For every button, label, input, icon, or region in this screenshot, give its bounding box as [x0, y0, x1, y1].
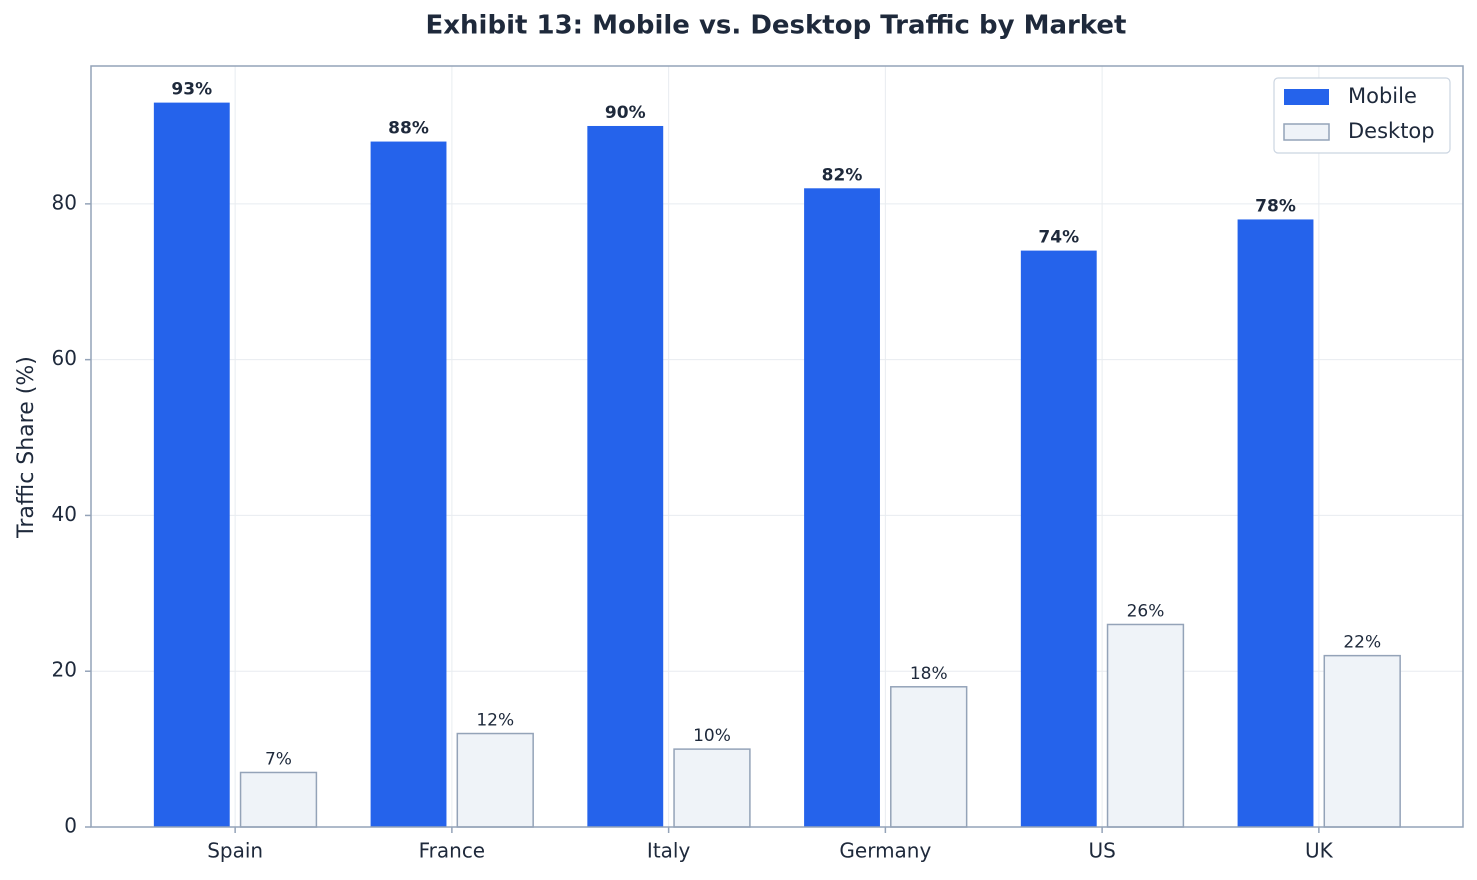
x-tick-label: Germany: [839, 839, 931, 863]
legend-label: Desktop: [1348, 119, 1435, 143]
x-tick-label: US: [1088, 839, 1115, 863]
value-label: 82%: [822, 165, 863, 185]
value-label: 22%: [1343, 633, 1381, 653]
y-tick-label: 40: [52, 502, 77, 526]
bar: [673, 748, 751, 828]
value-label: 7%: [265, 749, 292, 769]
x-tick-label: Italy: [647, 839, 691, 863]
value-label: 10%: [693, 726, 731, 746]
bar: [153, 102, 230, 827]
bar: [1237, 219, 1314, 827]
bar: [1106, 623, 1185, 828]
y-tick-label: 0: [64, 814, 77, 838]
value-label: 78%: [1255, 196, 1296, 216]
value-label: 74%: [1038, 228, 1079, 248]
x-tick-label: UK: [1305, 839, 1334, 863]
value-label: 18%: [910, 664, 948, 684]
bar: [587, 125, 664, 828]
y-axis-label: Traffic Share (%): [14, 356, 39, 539]
chart-title: Exhibit 13: Mobile vs. Desktop Traffic b…: [426, 11, 1127, 41]
bar: [804, 188, 880, 827]
legend-label: Mobile: [1348, 84, 1417, 108]
bar: [890, 686, 968, 828]
bar: [1020, 250, 1097, 828]
value-label: 12%: [476, 711, 514, 731]
bar: [239, 771, 318, 828]
value-label: 88%: [388, 119, 429, 139]
x-tick-label: France: [419, 839, 486, 863]
y-tick-label: 80: [52, 190, 77, 214]
bar: [1323, 654, 1401, 828]
value-label: 26%: [1127, 601, 1165, 621]
legend-swatch: [1283, 123, 1330, 141]
bar: [456, 732, 534, 828]
legend-swatch: [1284, 89, 1329, 105]
plot-frame: [90, 65, 1464, 828]
value-label: 90%: [605, 103, 646, 123]
value-label: 93%: [171, 80, 212, 100]
y-tick-label: 60: [52, 346, 77, 370]
y-tick-label: 20: [52, 658, 77, 682]
bar: [370, 141, 447, 828]
x-tick-label: Spain: [207, 839, 263, 863]
